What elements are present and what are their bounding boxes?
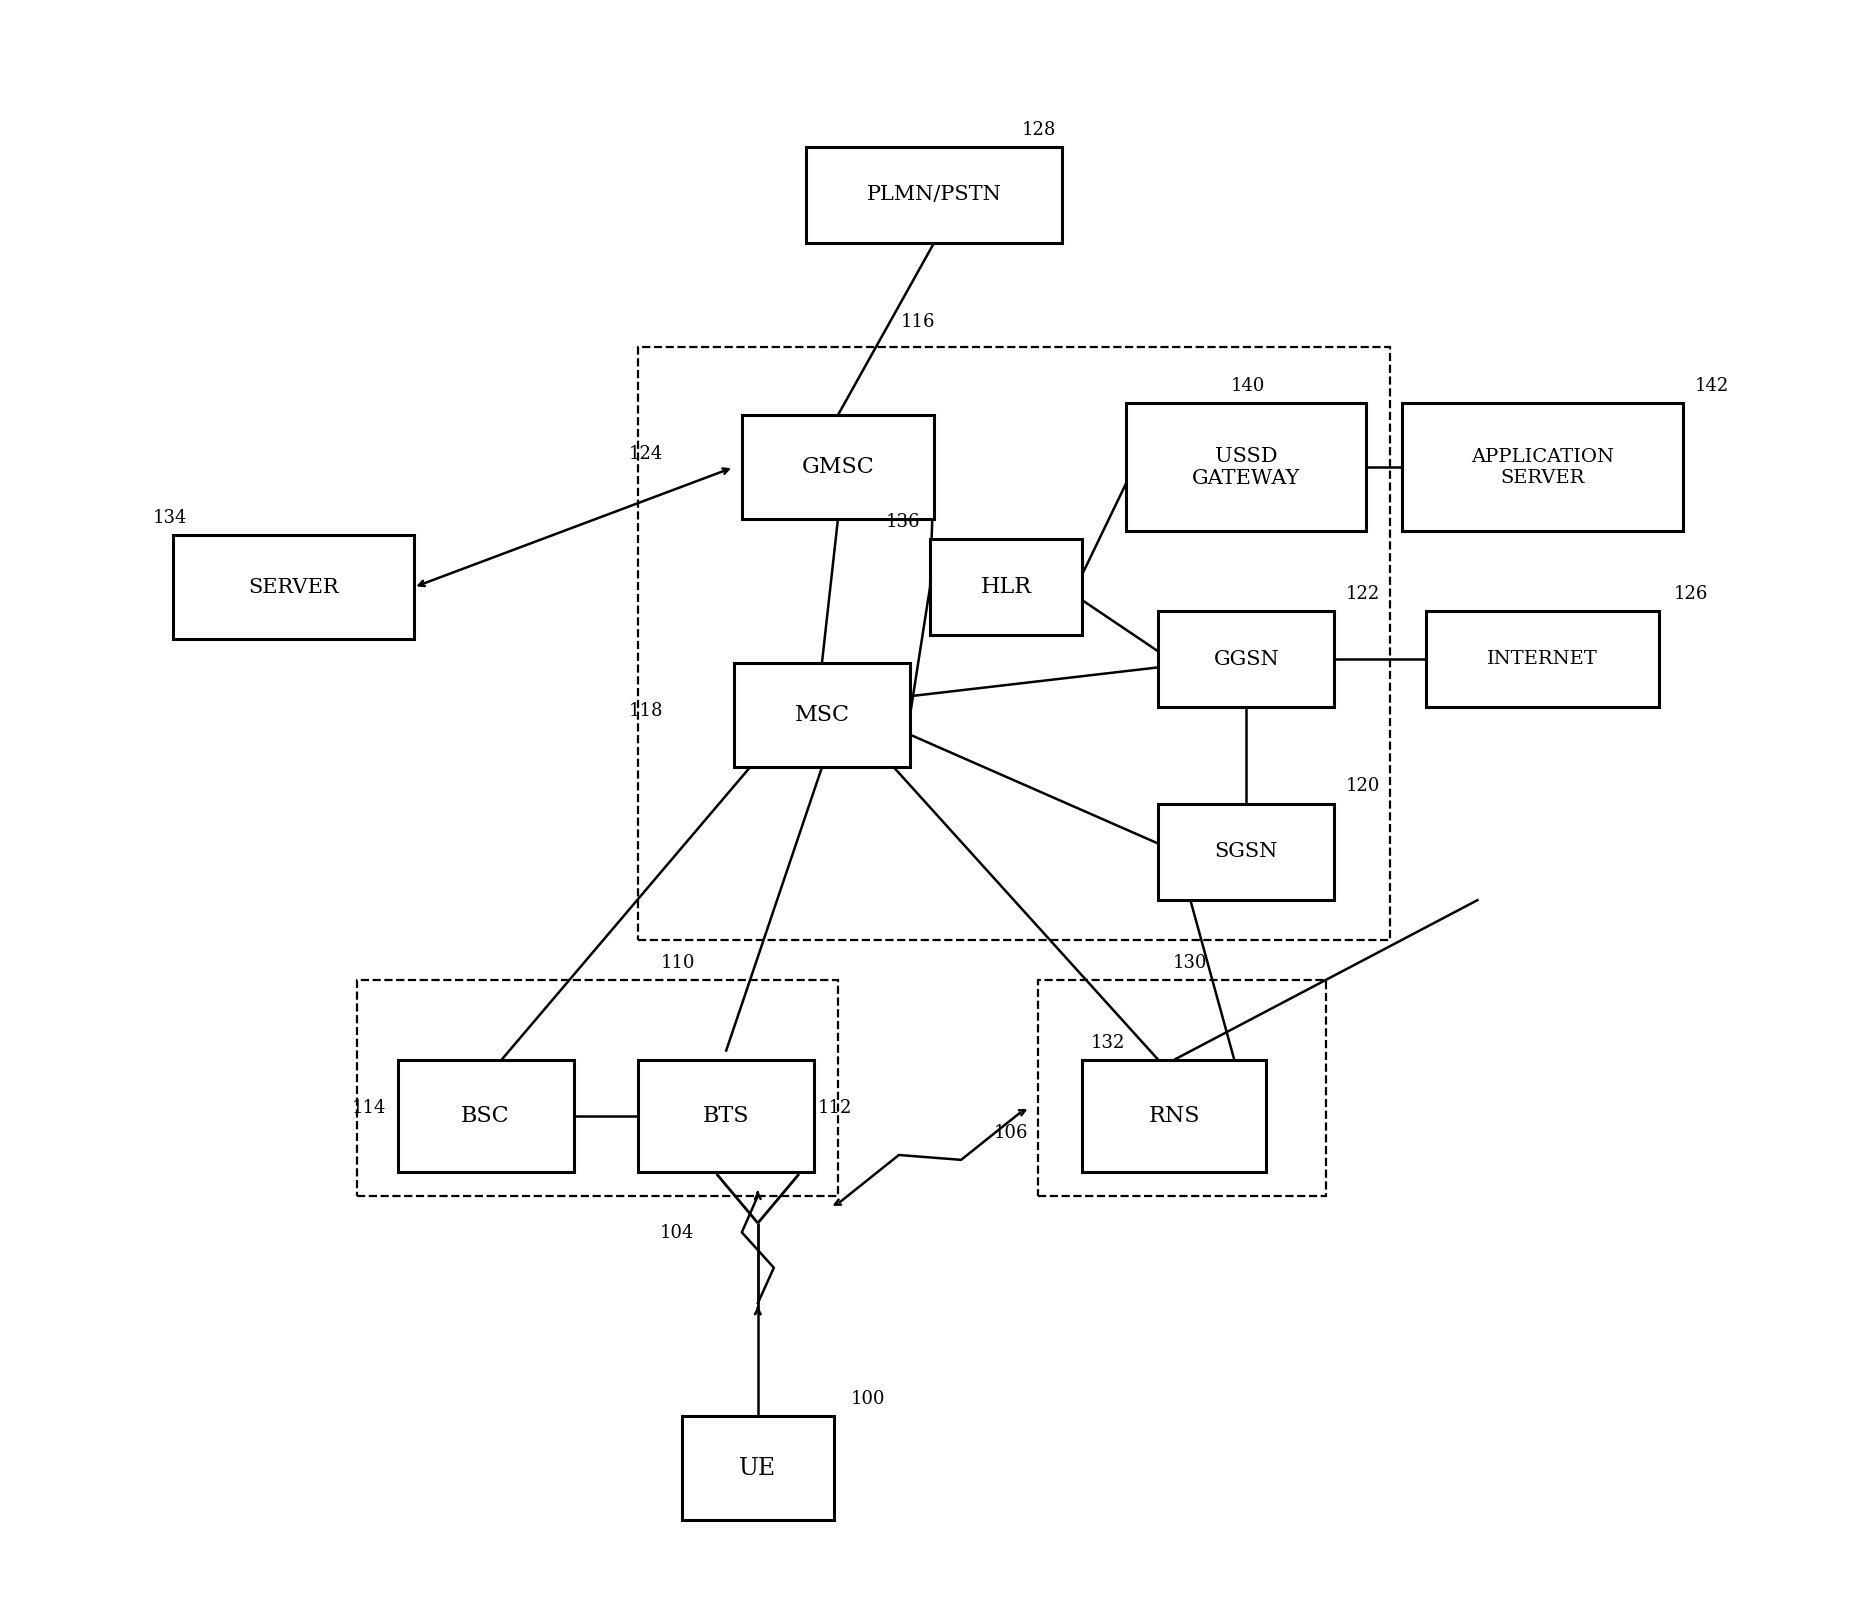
- Bar: [1082, 1059, 1267, 1172]
- Bar: [1039, 980, 1326, 1196]
- Bar: [742, 415, 934, 519]
- Text: 106: 106: [994, 1125, 1029, 1143]
- Bar: [1158, 804, 1334, 900]
- Text: 128: 128: [1022, 121, 1057, 138]
- Text: RNS: RNS: [1149, 1104, 1199, 1127]
- Text: 116: 116: [900, 313, 936, 331]
- Text: 114: 114: [351, 1099, 387, 1117]
- Text: SGSN: SGSN: [1214, 842, 1278, 861]
- Text: 122: 122: [1345, 585, 1380, 603]
- Bar: [805, 146, 1063, 243]
- Bar: [1158, 611, 1334, 707]
- Bar: [637, 347, 1390, 940]
- Text: 134: 134: [153, 509, 187, 527]
- Text: 142: 142: [1694, 378, 1730, 395]
- Text: 104: 104: [659, 1225, 693, 1242]
- Bar: [734, 664, 910, 768]
- Text: 132: 132: [1091, 1033, 1125, 1051]
- Text: BSC: BSC: [461, 1104, 510, 1127]
- Text: UE: UE: [740, 1456, 777, 1480]
- Text: 112: 112: [818, 1099, 852, 1117]
- Bar: [398, 1059, 573, 1172]
- Text: SERVER: SERVER: [248, 579, 338, 596]
- Text: BTS: BTS: [702, 1104, 749, 1127]
- Text: HLR: HLR: [981, 577, 1031, 598]
- Bar: [1126, 403, 1366, 532]
- Bar: [174, 535, 413, 640]
- Text: 118: 118: [628, 702, 663, 720]
- Text: GMSC: GMSC: [801, 456, 874, 479]
- Text: MSC: MSC: [794, 704, 850, 726]
- Bar: [357, 980, 839, 1196]
- Bar: [930, 540, 1082, 635]
- Text: 136: 136: [885, 513, 921, 532]
- Text: 110: 110: [661, 953, 695, 972]
- Text: USSD
GATEWAY: USSD GATEWAY: [1192, 447, 1300, 487]
- Text: 126: 126: [1674, 585, 1707, 603]
- Text: PLMN/PSTN: PLMN/PSTN: [867, 185, 1001, 204]
- Bar: [1427, 611, 1659, 707]
- Bar: [1403, 403, 1683, 532]
- Text: 140: 140: [1231, 378, 1265, 395]
- Bar: [637, 1059, 814, 1172]
- Text: 130: 130: [1173, 953, 1207, 972]
- Bar: [682, 1416, 833, 1520]
- Text: GGSN: GGSN: [1214, 649, 1280, 669]
- Text: 120: 120: [1345, 778, 1380, 795]
- Text: APPLICATION
SERVER: APPLICATION SERVER: [1470, 448, 1614, 487]
- Text: INTERNET: INTERNET: [1487, 651, 1597, 669]
- Text: 100: 100: [850, 1390, 885, 1408]
- Text: 124: 124: [630, 445, 663, 463]
